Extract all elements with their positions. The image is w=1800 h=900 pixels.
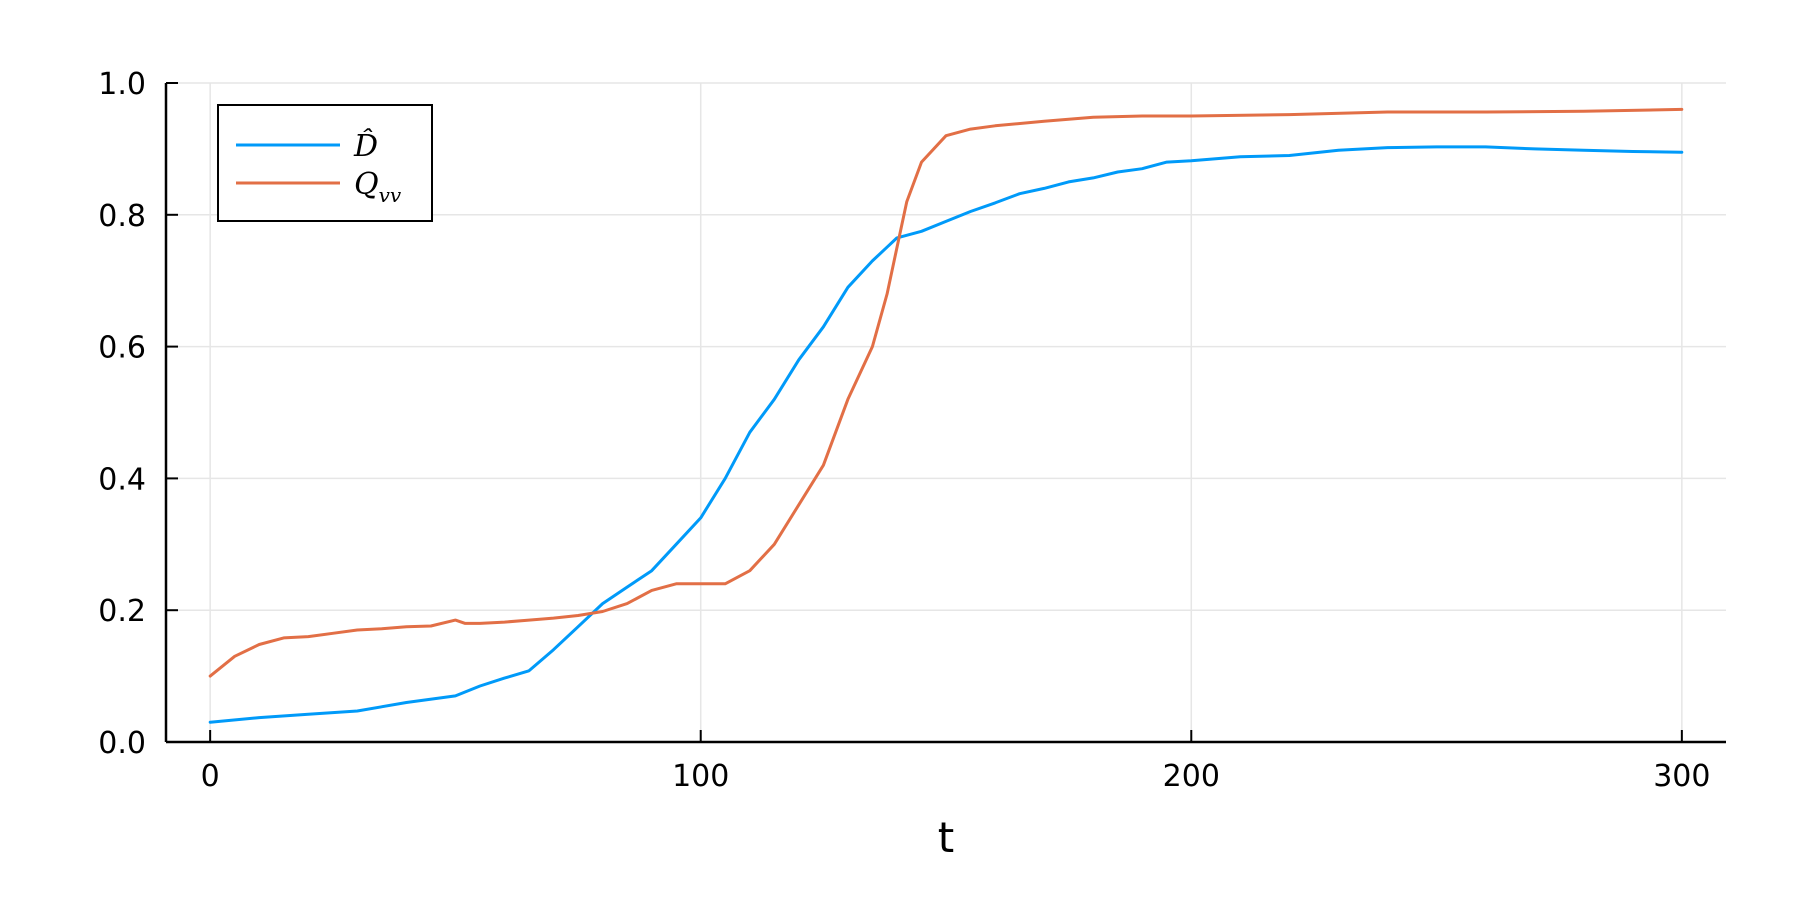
legend-label: Qvv [354, 167, 402, 207]
series-line-q-vv [208, 107, 1684, 678]
series-layer [208, 107, 1684, 724]
legend: D̂Qvv [217, 104, 433, 222]
y-tick-label: 0.2 [98, 594, 146, 629]
legend-box [217, 104, 433, 222]
series-line-d-hat [208, 145, 1684, 724]
y-tick-label: 0.8 [98, 199, 146, 234]
y-tick-label: 0.4 [98, 462, 146, 497]
ticks: 0 100 200 300 0.0 0.2 0.4 0.6 0.8 1.0 [98, 67, 1710, 794]
legend-label: D̂ [353, 129, 378, 164]
x-tick-label: 100 [672, 759, 729, 794]
axes [164, 83, 1726, 744]
y-tick-label: 0.6 [98, 331, 146, 366]
y-tick-label: 0.0 [98, 726, 146, 761]
x-tick-label: 300 [1653, 759, 1710, 794]
x-tick-label: 0 [201, 759, 220, 794]
y-tick-label: 1.0 [98, 67, 146, 102]
x-axis-title: t [938, 813, 954, 862]
x-tick-label: 200 [1163, 759, 1220, 794]
